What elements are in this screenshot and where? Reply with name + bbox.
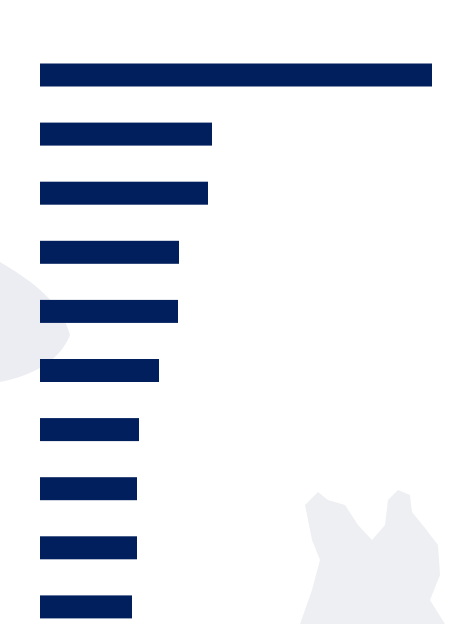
background-shape [0,262,70,382]
bar [40,477,137,501]
bar [40,181,208,205]
bar [40,536,137,560]
bar [40,63,432,87]
bar [40,122,212,146]
background-silhouette [300,490,445,624]
bar [40,418,139,442]
bar [40,240,179,264]
bar [40,299,178,323]
bar [40,359,159,382]
bar [40,595,132,619]
